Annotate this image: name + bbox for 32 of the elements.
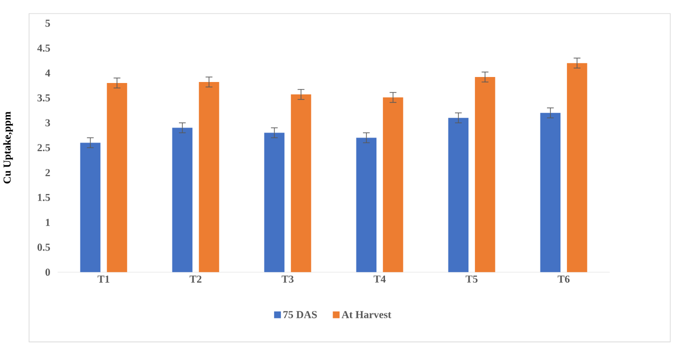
y-tick-label: 0 xyxy=(45,268,50,276)
bar xyxy=(474,76,496,272)
bar xyxy=(198,82,220,272)
bar xyxy=(356,138,376,272)
bar xyxy=(382,97,404,272)
y-tick-label: 1 xyxy=(46,218,50,226)
y-tick-label: 5 xyxy=(45,19,50,27)
bar xyxy=(566,62,588,272)
x-tick-label: T3 xyxy=(282,275,294,282)
y-tick-label: 4 xyxy=(45,69,50,76)
bar xyxy=(264,132,284,272)
y-axis-title: Cu Uptake,ppm xyxy=(3,111,13,184)
y-tick-label: 3.5 xyxy=(37,94,50,102)
bar xyxy=(448,118,468,272)
y-tick-label: 1.5 xyxy=(38,194,50,201)
bar xyxy=(172,128,192,272)
y-tick-label: 2.5 xyxy=(38,144,50,152)
y-tick-label: 3 xyxy=(45,119,50,126)
legend-label: 75 DAS xyxy=(283,310,317,318)
x-tick-label: T6 xyxy=(558,275,570,282)
x-tick-label: T5 xyxy=(466,275,478,282)
legend-label: At Harvest xyxy=(342,310,392,318)
x-tick-label: T4 xyxy=(374,275,386,282)
bar xyxy=(80,142,100,272)
bar xyxy=(290,94,312,272)
bar xyxy=(106,82,128,272)
x-tick-label: T1 xyxy=(98,275,110,282)
y-tick-label: 4.5 xyxy=(37,44,50,52)
bar xyxy=(540,112,560,272)
y-tick-label: 0.5 xyxy=(38,243,50,251)
y-tick-label: 2 xyxy=(46,168,50,176)
x-tick-label: T2 xyxy=(190,275,202,282)
